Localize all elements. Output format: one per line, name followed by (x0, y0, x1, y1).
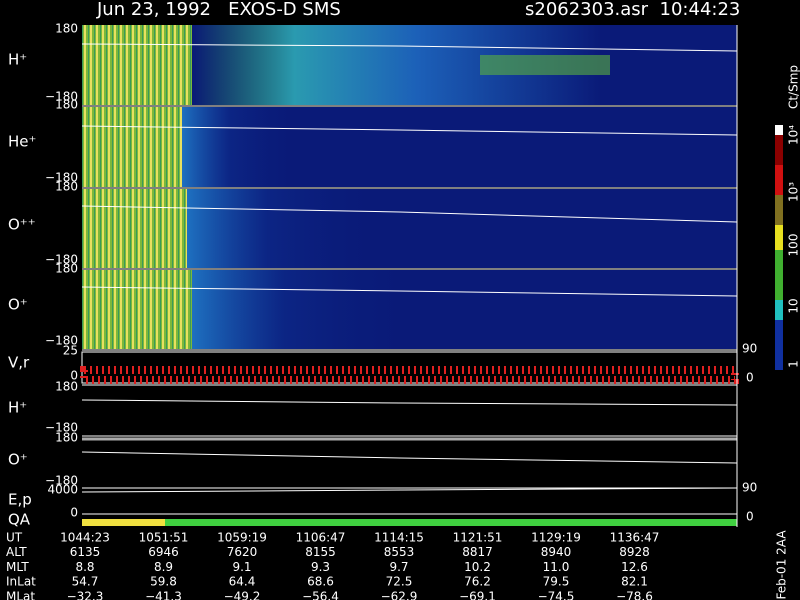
cell: 59.8 (150, 575, 177, 589)
axis-bottom: −180 (45, 171, 78, 185)
cell: 1114:15 (374, 531, 424, 545)
cell: 1059:19 (217, 531, 267, 545)
colorbar-label: 100 (787, 234, 800, 257)
colorbar (775, 125, 783, 370)
cell: 8553 (384, 545, 415, 559)
row-label: ALT (6, 545, 27, 559)
row-label: MLT (6, 560, 29, 574)
axis-bottom: −180 (45, 90, 78, 104)
axis-top: 180 (55, 262, 78, 276)
colorbar-label: 10³ (787, 182, 800, 202)
right-axis-label: 0 (746, 510, 754, 524)
cell: 9.7 (389, 560, 408, 574)
cell: 8155 (305, 545, 336, 559)
cell: 82.1 (621, 575, 648, 589)
cell: 6946 (148, 545, 179, 559)
orbit-table: UT 1044:23 1051:51 1059:19 1106:47 1114:15 112… (6, 531, 659, 600)
cell: 8817 (462, 545, 493, 559)
cell: −41.3 (145, 589, 182, 600)
axis-bottom: 0 (70, 506, 78, 520)
cell: 54.7 (72, 575, 99, 589)
cell: 9.1 (232, 560, 251, 574)
panel-label: H⁺ (8, 399, 27, 417)
cell: 8928 (619, 545, 650, 559)
axis-top: 180 (55, 22, 78, 36)
cell: 1044:23 (60, 531, 110, 545)
cell: 9.3 (311, 560, 330, 574)
cell: 79.5 (543, 575, 570, 589)
right-axis-label: 90 (742, 481, 757, 495)
axis-top: 25 (63, 344, 78, 358)
colorbar-label: 10 (787, 298, 800, 313)
cell: −78.6 (616, 589, 653, 600)
axis-bottom: −180 (45, 421, 78, 435)
cell: 76.2 (464, 575, 491, 589)
colorbar-label: 10⁴ (787, 125, 800, 145)
cell: −74.5 (538, 589, 575, 600)
cell: 68.6 (307, 575, 334, 589)
axis-bottom: −180 (45, 334, 78, 348)
cell: 1121:51 (453, 531, 503, 545)
axis-bottom: 0 (70, 369, 78, 383)
row-label: UT (6, 531, 23, 545)
panel-label: O⁺ (8, 296, 28, 314)
cell: −69.1 (459, 589, 496, 600)
cell: 1136:47 (610, 531, 660, 545)
panel-label: E,p (8, 491, 32, 509)
panel-label: QA (8, 511, 31, 529)
colorbar-title: Ct/Smp (787, 65, 800, 109)
cell: 1129:19 (531, 531, 581, 545)
panel-label: He⁺ (8, 133, 36, 151)
cell: 1051:51 (139, 531, 189, 545)
panel-label: O⁺ (8, 451, 28, 469)
axis-top: 180 (55, 380, 78, 394)
cell: 6135 (70, 545, 101, 559)
spectrograms (80, 25, 739, 527)
axis-bottom: −180 (45, 253, 78, 267)
panel-label: V,r (8, 354, 30, 372)
cell: 1106:47 (296, 531, 346, 545)
cell: 64.4 (229, 575, 256, 589)
axis-top: 180 (55, 98, 78, 112)
cell: 7620 (227, 545, 258, 559)
cell: 8.9 (154, 560, 173, 574)
cell: 8940 (541, 545, 572, 559)
row-label: InLat (6, 575, 36, 589)
cell: −49.2 (224, 589, 261, 600)
cell: 10.2 (464, 560, 491, 574)
panel-label: H⁺ (8, 51, 27, 69)
cell: 72.5 (386, 575, 413, 589)
right-axis-label: 0 (746, 371, 754, 385)
axis-bottom: −180 (45, 474, 78, 488)
footnote: Feb-01 2AA (775, 530, 789, 600)
cell: 12.6 (621, 560, 648, 574)
cell: −62.9 (381, 589, 418, 600)
file-info: s2062303.asr 10:44:23 (525, 0, 740, 20)
cell: −32.3 (67, 589, 104, 600)
right-axis-label: 90 (742, 342, 757, 356)
title: Jun 23, 1992 EXOS-D SMS (96, 0, 341, 20)
row-label: MLat (6, 589, 35, 600)
axis-top: 4000 (47, 483, 78, 497)
axis-top: 180 (55, 180, 78, 194)
colorbar-label: 1 (787, 360, 800, 368)
panel-label: O⁺⁺ (8, 216, 36, 234)
cell: 8.8 (75, 560, 94, 574)
cell: 11.0 (543, 560, 570, 574)
axis-top: 180 (55, 431, 78, 445)
cell: −56.4 (302, 589, 339, 600)
